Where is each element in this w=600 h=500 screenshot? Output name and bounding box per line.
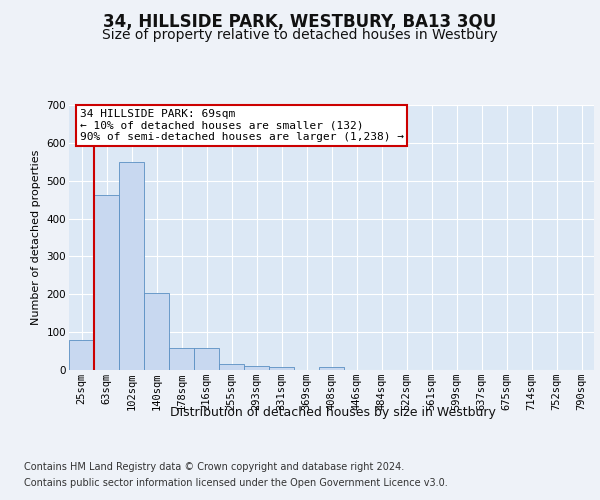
Text: 34 HILLSIDE PARK: 69sqm
← 10% of detached houses are smaller (132)
90% of semi-d: 34 HILLSIDE PARK: 69sqm ← 10% of detache… — [79, 109, 404, 142]
Text: 34, HILLSIDE PARK, WESTBURY, BA13 3QU: 34, HILLSIDE PARK, WESTBURY, BA13 3QU — [103, 12, 497, 30]
Bar — [69, 340, 94, 370]
Text: Contains HM Land Registry data © Crown copyright and database right 2024.: Contains HM Land Registry data © Crown c… — [24, 462, 404, 472]
Bar — [244, 366, 269, 370]
Y-axis label: Number of detached properties: Number of detached properties — [31, 150, 41, 325]
Bar — [94, 194, 119, 370]
Text: Contains public sector information licensed under the Open Government Licence v3: Contains public sector information licen… — [24, 478, 448, 488]
Text: Size of property relative to detached houses in Westbury: Size of property relative to detached ho… — [102, 28, 498, 42]
Bar — [194, 348, 219, 370]
Bar — [144, 293, 169, 370]
Bar — [319, 368, 344, 370]
Bar — [269, 368, 294, 370]
Bar — [219, 364, 244, 370]
Text: Distribution of detached houses by size in Westbury: Distribution of detached houses by size … — [170, 406, 496, 419]
Bar — [169, 348, 194, 370]
Bar — [119, 162, 144, 370]
